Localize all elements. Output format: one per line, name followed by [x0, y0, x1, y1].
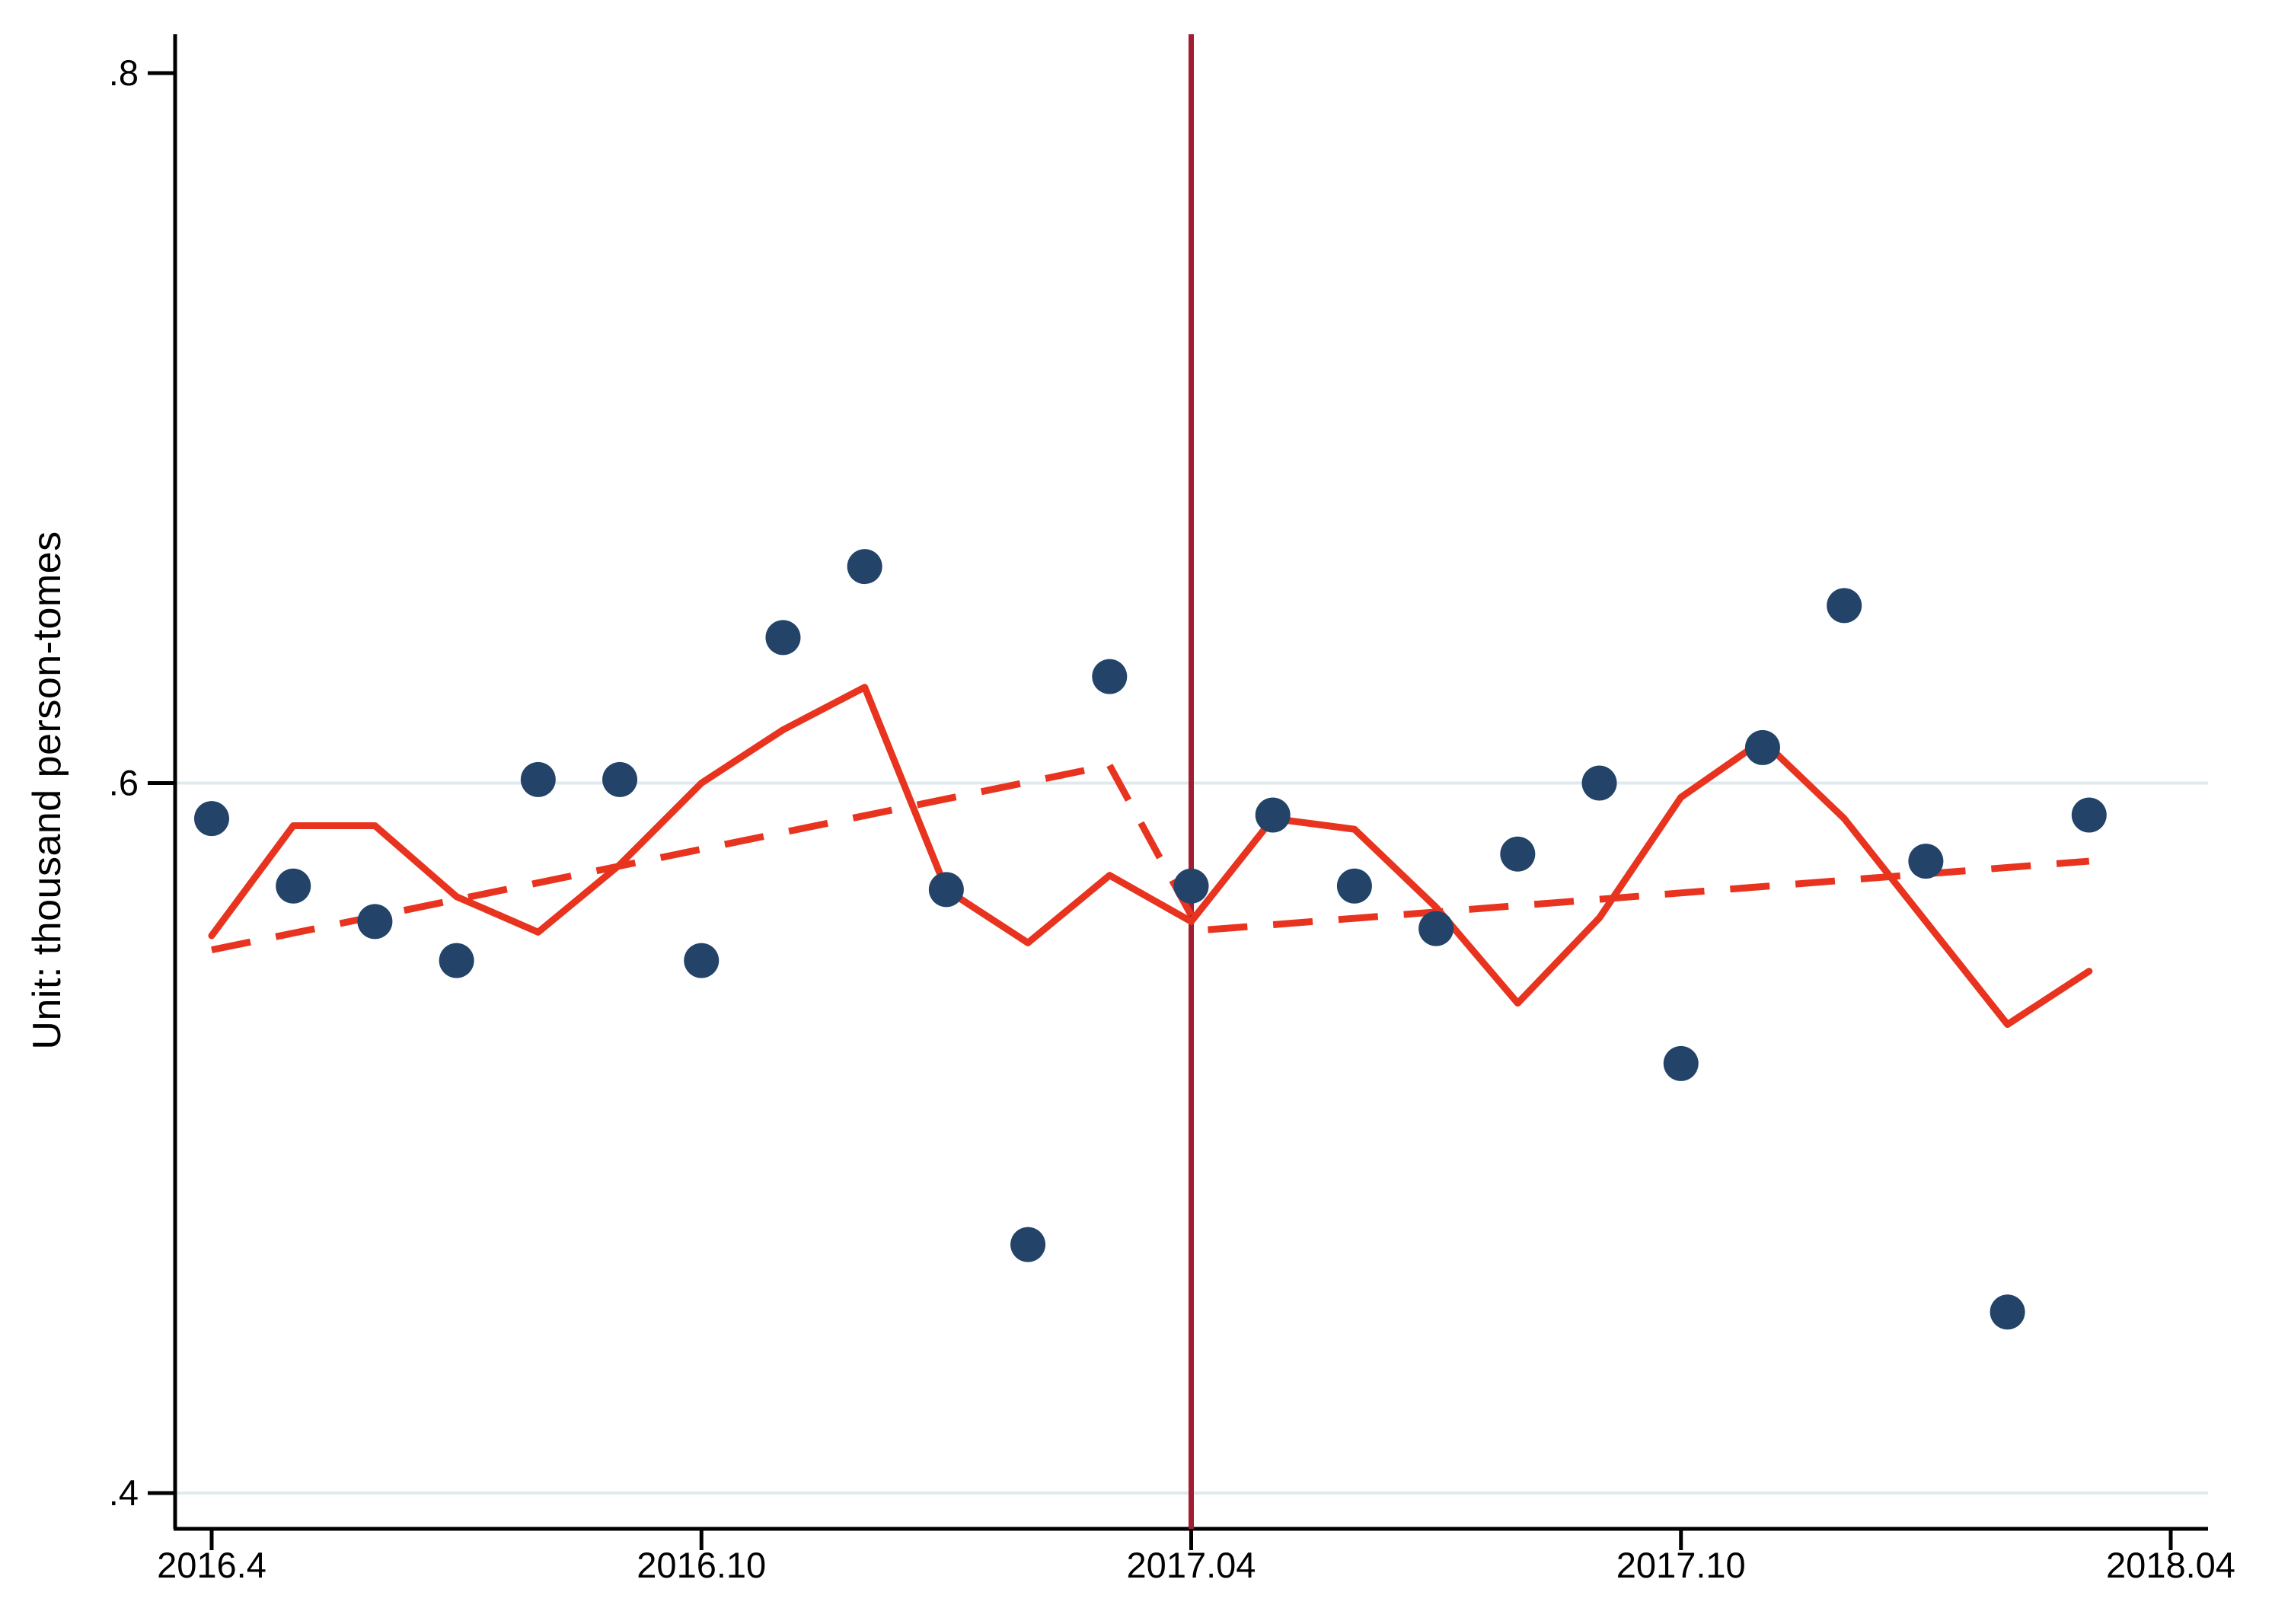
scatter-group [194, 549, 2107, 1330]
x-tick-label: 2016.4 [157, 1545, 266, 1585]
x-tick-label: 2018.04 [2106, 1545, 2235, 1585]
tick-labels-group: .4 .6 .8 2016.4 2016.10 2017.04 2017.10 2018.04 [109, 53, 2235, 1585]
y-tick-label: .8 [109, 53, 139, 93]
scatter-point [765, 620, 801, 656]
scatter-point [1500, 836, 1536, 872]
y-tick-label: .4 [109, 1472, 139, 1513]
scatter-point [357, 904, 393, 940]
scatter-point [1908, 844, 1944, 879]
smoothed-trend-line [208, 684, 2093, 1029]
scatter-point [602, 761, 638, 797]
scatter-point [1010, 1227, 1046, 1262]
fitted-trend-line [211, 761, 2090, 954]
scatter-point [1827, 588, 1862, 624]
smoothed-trend-group [208, 684, 2093, 1029]
scatter-point [1255, 797, 1291, 833]
scatter-point [1581, 765, 1617, 801]
scatter-point [276, 868, 311, 904]
axes-group [148, 34, 2208, 1550]
scatter-point [520, 761, 556, 797]
scatter-point [1990, 1294, 2025, 1330]
scatter-point [439, 943, 474, 978]
y-axis-title: Unit: thousand person-tomes [25, 531, 69, 1050]
x-tick-label: 2016.10 [637, 1545, 766, 1585]
scatter-point [1092, 659, 1128, 694]
x-tick-label: 2017.04 [1127, 1545, 1256, 1585]
x-tick-label: 2017.10 [1616, 1545, 1746, 1585]
scatter-point [928, 872, 964, 908]
fitted-trend-group [211, 761, 2090, 954]
scatter-point [2071, 797, 2107, 833]
scatter-point [1744, 729, 1780, 765]
scatter-point [194, 801, 229, 837]
scatter-point [1418, 911, 1454, 946]
scatter-point [1336, 868, 1372, 904]
scatter-point [847, 549, 882, 585]
scatter-point [1663, 1045, 1699, 1081]
scatter-point [684, 943, 720, 978]
scatter-point [1173, 868, 1209, 904]
y-tick-label: .6 [109, 763, 139, 803]
